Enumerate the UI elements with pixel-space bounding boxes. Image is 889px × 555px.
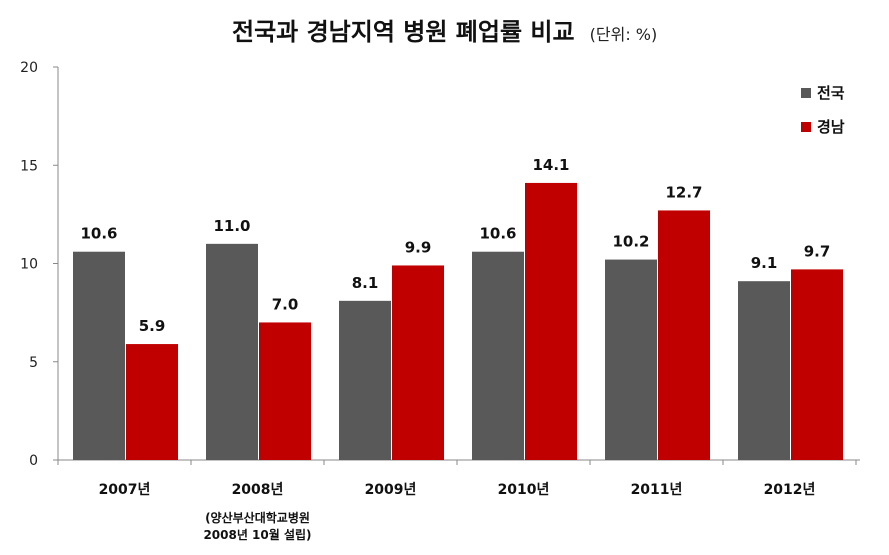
annotation-line: 2008년 10월 설립) [203, 527, 311, 542]
axes: 0 5 10 15 20 [20, 60, 860, 469]
data-label: 9.9 [405, 238, 432, 256]
bar-경남-2007년 [126, 344, 178, 460]
category-label: 2011년 [631, 482, 683, 498]
bar-전국-2009년 [339, 300, 391, 460]
bar-전국-2007년 [73, 251, 125, 460]
data-label: 11.0 [213, 217, 250, 235]
bar-경남-2011년 [658, 210, 710, 460]
data-label: 10.6 [479, 225, 516, 243]
bars [73, 182, 843, 460]
bar-전국-2011년 [605, 259, 657, 460]
y-tick-label: 20 [20, 60, 38, 76]
annotations: (양산부산대학교병원 2008년 10월 설립) [203, 510, 311, 542]
data-label: 14.1 [532, 156, 569, 174]
category-label: 2009년 [365, 482, 417, 498]
category-label: 2007년 [99, 482, 151, 498]
category-label: 2012년 [764, 482, 816, 498]
category-label: 2008년 [232, 482, 284, 498]
annotation-line: (양산부산대학교병원 [205, 510, 310, 525]
svg-text:전국과 경남지역 병원 폐업률 비교 (단위:: 전국과 경남지역 병원 폐업률 비교 (단위: %) [232, 18, 657, 46]
y-tick-label: 0 [29, 453, 38, 469]
data-label: 8.1 [352, 274, 379, 292]
legend-label: 전국 [817, 84, 845, 102]
data-label: 7.0 [272, 295, 299, 313]
data-label: 5.9 [139, 317, 166, 335]
bar-경남-2008년 [259, 322, 311, 460]
category-label: 2010년 [498, 482, 550, 498]
chart-title: 전국과 경남지역 병원 폐업률 비교 [232, 18, 575, 46]
bar-경남-2010년 [525, 182, 577, 460]
data-label: 9.1 [751, 254, 778, 272]
bar-전국-2008년 [206, 243, 258, 460]
y-tick-label: 10 [20, 257, 38, 273]
legend-swatch [801, 88, 811, 98]
data-label: 10.6 [80, 225, 117, 243]
bar-경남-2009년 [392, 265, 444, 460]
bar-전국-2012년 [738, 281, 790, 460]
category-labels: 2007년 2008년 2009년 2010년 2011년 2012년 [99, 482, 816, 498]
chart-subtitle: (단위: %) [590, 25, 658, 44]
legend-label: 경남 [817, 118, 845, 136]
y-tick-label: 15 [20, 158, 38, 174]
bar-경남-2012년 [791, 269, 843, 460]
chart-title-group: 전국과 경남지역 병원 폐업률 비교 (단위: %) [232, 18, 657, 46]
data-labels: 10.6 5.9 11.0 7.0 8.1 9.9 10.6 14.1 10.2 12.7 9.1 9… [80, 156, 830, 335]
data-label: 12.7 [665, 183, 702, 201]
legend-swatch [801, 122, 811, 132]
bar-전국-2010년 [472, 251, 524, 460]
data-label: 9.7 [804, 242, 831, 260]
y-tick-label: 5 [29, 355, 38, 371]
data-label: 10.2 [612, 233, 649, 251]
